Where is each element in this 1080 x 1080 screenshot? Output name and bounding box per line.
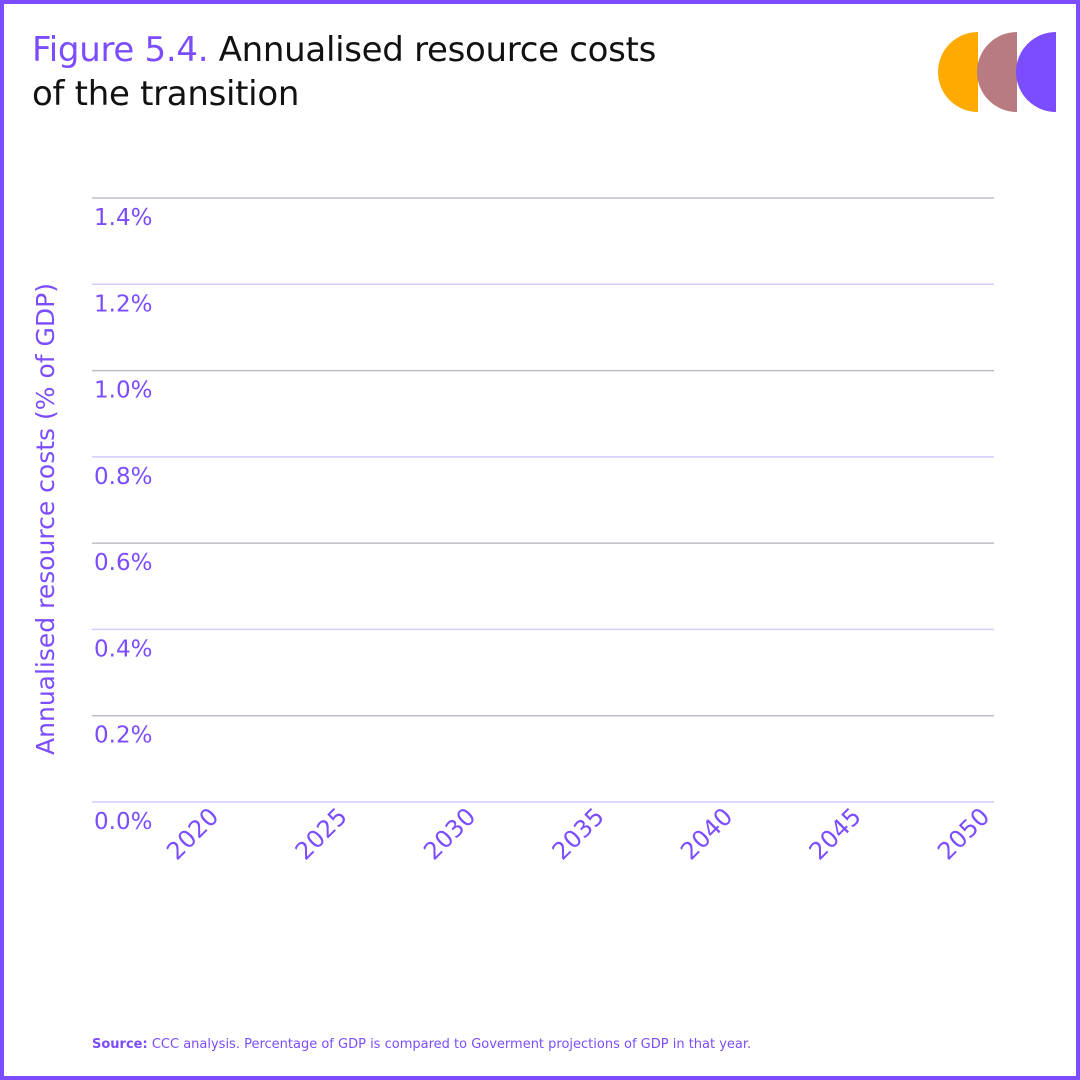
chart-title: Figure 5.4. Annualised resource costs of… bbox=[32, 28, 672, 116]
chart-area: 0.0%0.2%0.4%0.6%0.8%1.0%1.2%1.4% 2020 202… bbox=[31, 197, 995, 865]
source-text: CCC analysis. Percentage of GDP is compa… bbox=[151, 1037, 752, 1052]
x-tick-label: 2035 bbox=[547, 802, 610, 865]
ccc-logo-icon bbox=[938, 32, 1056, 112]
x-tick-label: 2020 bbox=[161, 802, 224, 865]
y-tick-label: 0.2% bbox=[94, 723, 152, 749]
source-note: Source: CCC analysis. Percentage of GDP … bbox=[92, 1037, 751, 1052]
y-tick-label: 1.2% bbox=[94, 291, 152, 317]
x-tick-label: 2040 bbox=[675, 802, 738, 865]
y-tick-label: 0.0% bbox=[94, 809, 152, 835]
x-axis-ticks: 2020 2025 2030 2035 2040 2045 2050 bbox=[161, 802, 995, 865]
source-label: Source: bbox=[92, 1037, 148, 1052]
logo-orange-half-circle bbox=[938, 32, 978, 112]
y-axis-ticks: 0.0% 0.2% 0.4% 0.6% 0.8% 1.0% 1.2% 1.4% bbox=[94, 205, 152, 835]
figure-number: Figure 5.4. bbox=[32, 30, 209, 70]
y-tick-label: 1.0% bbox=[94, 378, 152, 404]
y-axis-label: Annualised resource costs (% of GDP) bbox=[31, 283, 60, 755]
x-tick-label: 2030 bbox=[418, 802, 481, 865]
y-tick-label: 0.6% bbox=[94, 550, 152, 576]
logo-mauve-half-circle bbox=[977, 32, 1017, 112]
y-tick-label: 1.4% bbox=[94, 205, 152, 231]
logo-purple-half-circle bbox=[1016, 32, 1056, 112]
y-tick-label: 0.8% bbox=[94, 464, 152, 490]
x-tick-label: 2025 bbox=[290, 802, 353, 865]
x-tick-label: 2050 bbox=[932, 802, 995, 865]
gridlines bbox=[92, 197, 994, 803]
y-tick-label: 0.4% bbox=[94, 636, 152, 662]
x-tick-label: 2045 bbox=[804, 802, 867, 865]
figure-title-text: Annualised resource costs of the transit… bbox=[32, 30, 656, 114]
